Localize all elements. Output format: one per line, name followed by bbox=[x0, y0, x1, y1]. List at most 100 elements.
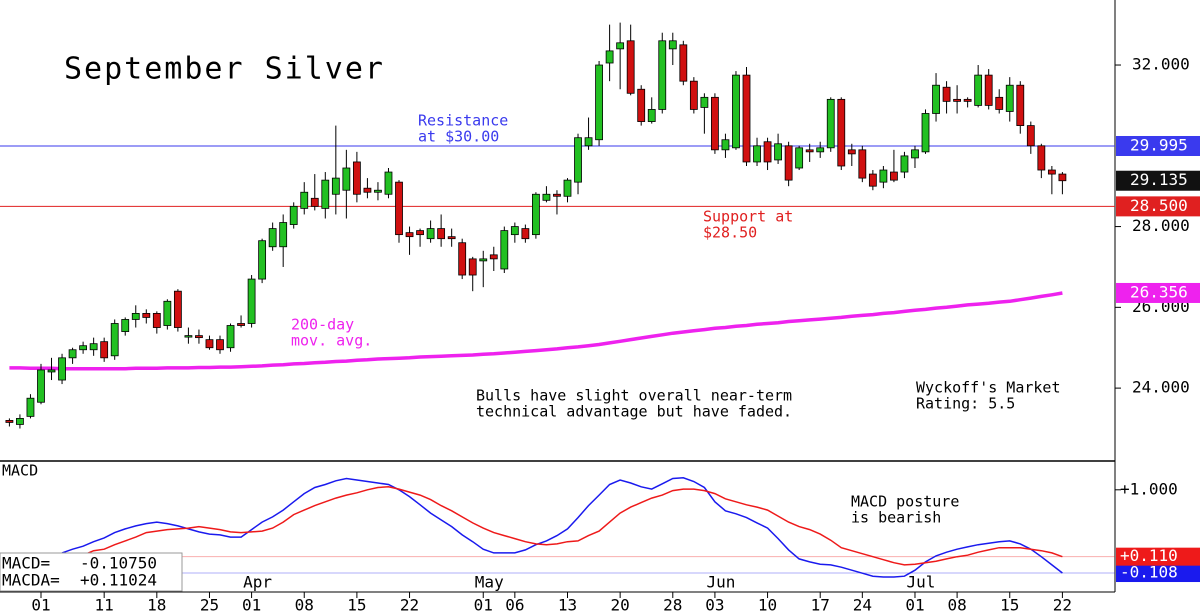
candle-body bbox=[974, 74, 983, 106]
x-tick-label: 01 bbox=[242, 596, 261, 615]
candle-body bbox=[342, 167, 351, 191]
candle-body bbox=[1026, 125, 1035, 147]
candle-body bbox=[858, 149, 867, 179]
candle-body bbox=[437, 228, 446, 240]
x-tick-label: 08 bbox=[947, 596, 966, 615]
candle-body bbox=[26, 397, 35, 417]
candle-body bbox=[984, 74, 993, 106]
candle-body bbox=[447, 236, 456, 240]
x-tick-label: 18 bbox=[147, 596, 166, 615]
x-tick-label: 01 bbox=[905, 596, 924, 615]
candle-body bbox=[911, 149, 919, 159]
legend-name: MACD= bbox=[2, 554, 50, 573]
price-label: 29.995 bbox=[1130, 135, 1188, 154]
x-tick-label: 22 bbox=[400, 596, 419, 615]
x-tick-label: 11 bbox=[95, 596, 114, 615]
candle-body bbox=[89, 343, 98, 351]
moving-average-line bbox=[9, 291, 1063, 371]
candle-body bbox=[942, 86, 951, 102]
candle-body bbox=[932, 84, 940, 114]
month-label: May bbox=[475, 573, 504, 592]
candle-body bbox=[37, 369, 45, 403]
x-tick-label: 22 bbox=[1053, 596, 1072, 615]
x-tick-label: 15 bbox=[347, 596, 366, 615]
candle-body bbox=[5, 420, 14, 423]
value-label: -0.108 bbox=[1120, 563, 1178, 582]
y-tick-label: +1.000 bbox=[1120, 479, 1178, 498]
candle-body bbox=[352, 161, 361, 195]
candle-body bbox=[205, 339, 214, 349]
candle-body bbox=[237, 323, 245, 326]
candle-body bbox=[384, 171, 393, 195]
value-label-box bbox=[1116, 547, 1200, 566]
candle-body bbox=[216, 339, 224, 351]
candle-body bbox=[700, 96, 709, 108]
candle-body bbox=[637, 88, 646, 122]
price-label: 29.135 bbox=[1130, 170, 1188, 189]
x-tick-label: 20 bbox=[611, 596, 630, 615]
annotation: Wyckoff's Market bbox=[916, 379, 1061, 397]
candle-body bbox=[816, 147, 825, 153]
reference-note: Resistance bbox=[418, 112, 508, 130]
candle-body bbox=[595, 64, 603, 141]
candle-body bbox=[79, 345, 88, 351]
candle-body bbox=[268, 228, 277, 248]
price-label-box bbox=[1116, 170, 1200, 191]
macd-line bbox=[61, 477, 1063, 578]
candle-body bbox=[647, 109, 656, 122]
candle-body bbox=[226, 325, 235, 349]
candle-body bbox=[826, 98, 835, 149]
x-tick-label: 24 bbox=[853, 596, 872, 615]
x-tick-label: 08 bbox=[295, 596, 314, 615]
candle-body bbox=[110, 323, 119, 357]
y-tick-label: 32.000 bbox=[1132, 55, 1190, 74]
candle-body bbox=[837, 98, 846, 167]
candle-body bbox=[963, 98, 972, 102]
legend-name: MACDA= bbox=[2, 571, 60, 590]
candle-body bbox=[532, 193, 540, 236]
x-tick-label: 25 bbox=[200, 596, 219, 615]
candle-body bbox=[321, 179, 330, 209]
candle-body bbox=[363, 187, 372, 193]
candle-body bbox=[489, 254, 498, 260]
candle-body bbox=[721, 139, 730, 151]
x-tick-label: 01 bbox=[31, 596, 50, 615]
x-tick-label: 10 bbox=[758, 596, 777, 615]
candle-body bbox=[805, 149, 814, 153]
y-tick-label: 24.000 bbox=[1132, 378, 1190, 397]
moving-average-note: mov. avg. bbox=[291, 332, 372, 350]
legend-value: -0.10750 bbox=[80, 554, 157, 573]
candle-body bbox=[711, 96, 719, 151]
candle-body bbox=[521, 228, 530, 240]
candle-body bbox=[900, 155, 909, 173]
candle-body bbox=[679, 44, 688, 82]
candle-body bbox=[868, 173, 877, 187]
candle-body bbox=[795, 147, 804, 169]
macd-line bbox=[61, 486, 1063, 566]
chart-title: September Silver bbox=[64, 52, 385, 87]
month-label: Jul bbox=[907, 573, 936, 592]
annotation: technical advantage but have faded. bbox=[476, 403, 792, 421]
candle-body bbox=[921, 113, 930, 153]
candle-body bbox=[395, 181, 403, 236]
candle-body bbox=[689, 80, 698, 110]
reference-note: $28.50 bbox=[703, 224, 757, 242]
candle-body bbox=[1047, 169, 1056, 175]
candle-body bbox=[1005, 84, 1014, 112]
candle-body bbox=[142, 312, 151, 318]
x-tick-label: 17 bbox=[811, 596, 830, 615]
price-label-box bbox=[1116, 282, 1200, 303]
candle-body bbox=[953, 98, 961, 102]
price-label: 28.500 bbox=[1130, 196, 1188, 215]
candle-body bbox=[774, 143, 782, 161]
x-tick-label: 01 bbox=[474, 596, 493, 615]
candle-body bbox=[47, 369, 56, 373]
candle-body bbox=[184, 335, 193, 338]
annotation: Bulls have slight overall near-term bbox=[476, 387, 792, 405]
candle-body bbox=[753, 145, 761, 163]
candle-body bbox=[289, 205, 298, 225]
candle-body bbox=[1058, 173, 1067, 182]
candle-body bbox=[195, 335, 203, 339]
candle-body bbox=[121, 319, 130, 332]
